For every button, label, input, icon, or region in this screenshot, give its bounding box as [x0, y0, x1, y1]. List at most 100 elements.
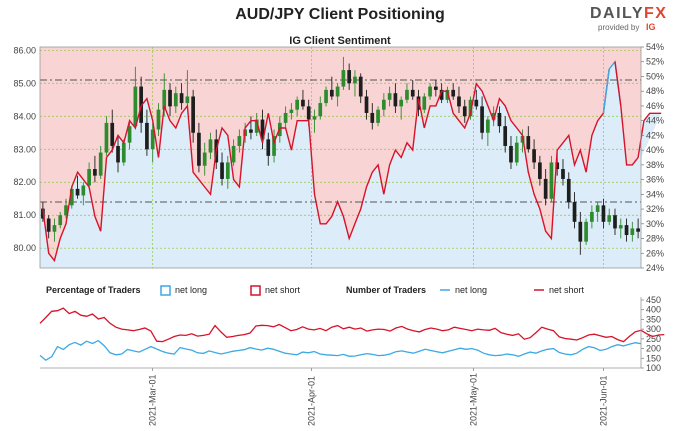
- candle: [387, 93, 392, 100]
- candle: [468, 99, 473, 117]
- candle: [630, 228, 635, 236]
- count-tick-label: 150: [646, 353, 661, 363]
- candle: [364, 96, 369, 113]
- price-tick-label: 83.00: [13, 144, 36, 154]
- chart-subtitle: IG Client Sentiment: [289, 35, 391, 47]
- candle: [179, 93, 184, 104]
- candle: [335, 86, 340, 97]
- candle: [220, 162, 224, 179]
- brand-name-suffix: FX: [644, 5, 667, 22]
- count-tick-label: 200: [646, 344, 661, 354]
- candle: [434, 86, 438, 90]
- candle: [329, 89, 334, 97]
- candle: [358, 76, 363, 97]
- svg-text:DAILYFX: DAILYFX: [590, 5, 667, 22]
- net-long-area: [40, 61, 662, 269]
- price-tick-label: 82.00: [13, 177, 36, 187]
- pct-tick-label: 44%: [646, 116, 664, 126]
- count-tick-label: 400: [646, 305, 661, 315]
- candle: [225, 162, 230, 179]
- candle: [445, 89, 450, 100]
- candle: [422, 96, 427, 110]
- date-label: 2021-May-01: [468, 373, 478, 426]
- candle: [497, 112, 502, 127]
- candle: [127, 126, 132, 143]
- candle: [532, 149, 536, 163]
- candle: [173, 93, 178, 107]
- candle: [312, 116, 317, 120]
- candle: [503, 126, 508, 146]
- candle: [301, 99, 305, 107]
- legend-pct-short-swatch: [250, 285, 261, 296]
- pct-tick-label: 46%: [646, 101, 664, 111]
- candle: [370, 112, 375, 123]
- candle: [110, 122, 115, 146]
- pct-tick-label: 26%: [646, 248, 664, 258]
- pct-tick-label: 34%: [646, 189, 664, 199]
- candle: [590, 211, 594, 222]
- legend-pct-short-label: net short: [265, 285, 301, 295]
- dailyfx-logo: DAILYFX provided by IG: [590, 5, 667, 32]
- pct-tick-label: 36%: [646, 175, 664, 185]
- candle: [555, 162, 560, 170]
- candle: [613, 215, 617, 229]
- candle: [208, 139, 213, 153]
- pct-tick-label: 30%: [646, 219, 664, 229]
- date-label: 2021-Mar-01: [148, 374, 158, 426]
- candle: [514, 142, 519, 163]
- brand-provided-by: provided by: [598, 23, 639, 32]
- candle: [491, 112, 496, 120]
- candle: [538, 162, 542, 179]
- candle: [231, 145, 236, 163]
- candle: [624, 225, 629, 236]
- candle: [347, 70, 352, 84]
- candle: [376, 109, 380, 123]
- price-tick-label: 84.00: [13, 111, 36, 121]
- candle: [410, 89, 415, 97]
- pct-tick-label: 28%: [646, 234, 664, 244]
- pct-tick-label: 42%: [646, 130, 664, 140]
- brand-provider: IG: [646, 22, 656, 32]
- candle: [46, 218, 51, 232]
- candle: [480, 106, 484, 133]
- candle: [202, 152, 207, 166]
- legend-num-title: Number of Traders: [346, 285, 426, 295]
- pct-tick-label: 48%: [646, 86, 664, 96]
- candle: [197, 132, 201, 166]
- count-tick-label: 100: [646, 363, 661, 373]
- candle: [526, 136, 531, 150]
- candle: [272, 136, 276, 156]
- pct-tick-label: 38%: [646, 160, 664, 170]
- candle: [162, 89, 167, 110]
- count-tick-label: 300: [646, 324, 661, 334]
- net-short-pct-line: [614, 61, 662, 166]
- candle: [636, 228, 640, 232]
- candle: [439, 89, 444, 100]
- candle: [295, 99, 300, 110]
- candle: [318, 103, 323, 117]
- candle: [549, 162, 554, 199]
- candle: [451, 89, 456, 97]
- legend-num-short-label: net short: [549, 285, 585, 295]
- pct-tick-label: 40%: [646, 145, 664, 155]
- candle: [353, 76, 357, 84]
- price-plot-frame: [39, 46, 642, 269]
- candle: [93, 169, 97, 176]
- price-tick-label: 85.00: [13, 78, 36, 88]
- net-short-area: [40, 47, 662, 261]
- pct-tick-label: 52%: [646, 57, 664, 67]
- candle: [249, 129, 253, 133]
- candle: [578, 221, 583, 242]
- candle: [462, 106, 467, 117]
- candle: [618, 225, 623, 229]
- candle: [543, 178, 548, 199]
- candle: [393, 93, 398, 107]
- candle: [341, 70, 346, 87]
- candle: [52, 225, 57, 232]
- candle: [399, 99, 404, 107]
- count-tick-label: 450: [646, 295, 661, 305]
- count-tick-label: 350: [646, 314, 661, 324]
- count-net-long-line: [39, 339, 642, 361]
- candle: [381, 99, 386, 110]
